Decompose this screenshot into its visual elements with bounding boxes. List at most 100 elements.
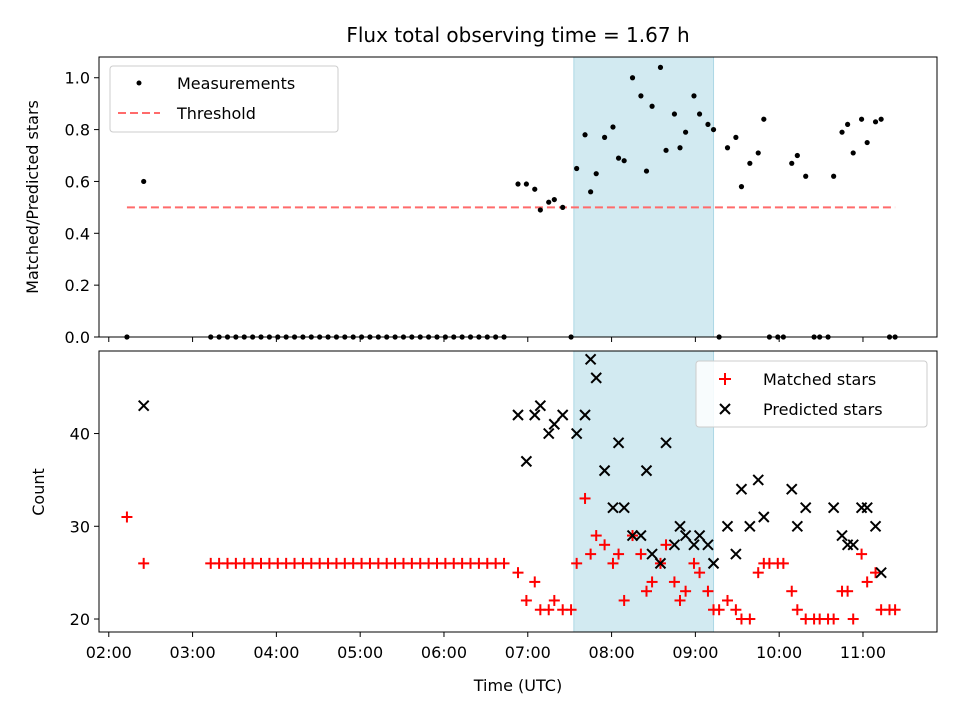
measurement-point [532,186,538,192]
predicted-star-point [869,520,882,532]
bottom-axes-frame [98,350,938,633]
x-tick-label: 07:00 [505,643,551,662]
matched-star-point [730,604,742,616]
predicted-star-point [635,529,647,542]
matched-star-point [121,511,133,523]
measurement-point [696,111,703,117]
measurement-point [671,111,678,117]
legend-matched-marker [719,373,731,385]
measurements-layer [124,64,898,340]
top-y-tick-label: 0.0 [65,328,90,347]
predicted-star-point [612,437,625,449]
x-tick-label: 06:00 [421,643,467,662]
matched-star-point [543,604,555,616]
measurement-point [638,93,644,99]
measurement-point [839,129,845,135]
predicted-star-point [744,520,756,532]
measurement-point [643,168,650,174]
matched-star-point [607,557,619,569]
measurement-point [629,75,636,81]
matched-star-point [856,548,868,560]
x-tick-label: 09:00 [672,643,718,662]
x-tick-label: 10:00 [756,643,802,662]
bottom-ticks-layer: 20 30 40 02:00 03:00 04:00 05:00 06:00 07:00 08:0… [70,425,886,662]
predicted-star-point [618,502,630,514]
measurement-point [593,171,599,177]
measurement-point [621,158,627,164]
bottom-panel: 20 30 40 02:00 03:00 04:00 05:00 06:00 07:00 08:0… [29,350,938,695]
measurement-point [615,155,622,161]
bottom-shaded-interval [573,350,715,633]
matched-star-point [861,576,873,588]
x-tick-label: 02:00 [86,643,132,662]
matched-star-point [138,557,150,569]
matched-star-point [640,585,652,597]
matched-star-point [635,548,647,560]
bottom-legend: Matched stars Predicted stars [695,360,928,428]
matched-star-point [842,585,854,597]
measurement-point [803,173,809,179]
matched-star-point [694,567,706,579]
predicted-star-point [800,502,812,514]
predicted-star-point [548,418,561,430]
predicted-star-point [730,548,742,560]
bottom-y-axis-label: Count [29,468,48,516]
predicted-star-point [688,539,700,551]
matched-star-point [828,613,840,625]
bottom-y-tick-label: 40 [70,425,90,444]
predicted-star-point [707,557,720,570]
measurement-point [551,196,557,203]
matched-star-point [512,567,524,579]
predicted-star-point [584,353,597,366]
bottom-shaded-interval-layer [573,350,715,633]
counts-layer [121,353,901,625]
matched-star-point [660,539,672,551]
measurement-point [523,181,529,187]
predicted-star-point [679,529,692,542]
chart-title: Flux total observing time = 1.67 h [346,23,689,47]
legend-matched-label: Matched stars [763,370,876,389]
matched-star-point [744,613,756,625]
predicted-star-point [512,409,524,421]
predicted-star-point [607,502,619,514]
top-shaded-interval-layer [573,56,715,338]
measurement-point [588,189,594,195]
matched-star-point [786,585,798,597]
matched-star-point [646,576,658,588]
measurement-point [761,116,767,122]
measurement-point [733,134,739,140]
measurement-point [878,116,884,122]
matched-star-point [752,567,764,579]
top-y-axis-label: Matched/Predicted stars [23,100,42,294]
measurement-point [141,178,147,185]
bottom-legend-box [695,360,928,428]
matched-star-point [722,594,733,606]
matched-star-point [498,557,510,569]
matched-star-point [870,567,882,579]
predicted-star-point [847,539,859,551]
predicted-star-point [543,427,555,440]
measurement-point [515,181,521,187]
measurement-point [537,207,543,213]
predicted-star-point [640,464,653,477]
matched-star-point [571,557,583,569]
predicted-star-point [674,520,686,532]
matched-star-point [579,492,591,504]
matched-star-point [599,539,611,551]
matched-star-point [889,604,901,616]
top-y-tick-label: 0.2 [65,276,90,295]
predicted-star-point [660,437,672,449]
matched-star-point [618,594,630,606]
x-axis-label: Time (UTC) [473,676,562,695]
top-ticks-layer: 0.0 0.2 0.4 0.6 0.8 1.0 [65,69,864,347]
measurement-point [582,132,588,138]
predicted-star-point [786,483,798,495]
predicted-star-point [827,502,840,514]
matched-star-point [668,576,680,588]
top-axes-frame [98,56,938,338]
matched-star-point [688,557,700,569]
top-panel: 0.0 0.2 0.4 0.6 0.8 1.0 Matched/Predicted sta… [23,56,938,347]
matched-star-point [613,548,625,560]
predicted-star-point [534,400,547,412]
